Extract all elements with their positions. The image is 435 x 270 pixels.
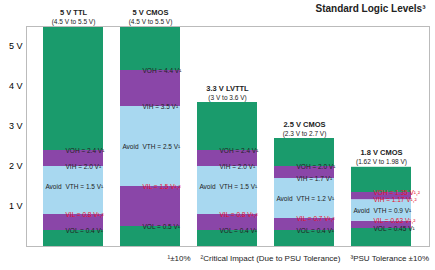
svg-text:VIL = 0.8 V¹,²: VIL = 0.8 V¹,² (66, 211, 105, 218)
svg-text:VIL = 0.63 V¹,²: VIL = 0.63 V¹,² (374, 217, 417, 224)
svg-text:VOH = 2.0 V¹: VOH = 2.0 V¹ (297, 163, 337, 170)
svg-text:VIH = 2.0 V¹: VIH = 2.0 V¹ (220, 163, 256, 170)
html-text:¹±10%: ¹±10% (167, 254, 191, 263)
svg-text:VIL = 0.8 V¹,²: VIL = 0.8 V¹,² (220, 211, 259, 218)
html-text:²Critical Impact (Due to PSU T: ²Critical Impact (Due to PSU Tolerance) (200, 254, 341, 263)
svg-text:(3 V to 3.6 V): (3 V to 3.6 V) (208, 94, 246, 102)
svg-text:VOL = 0.5 V¹: VOL = 0.5 V¹ (143, 223, 181, 230)
svg-text:Avoid: Avoid (276, 195, 293, 202)
svg-text:VIH = 2.0 V¹: VIH = 2.0 V¹ (66, 163, 102, 170)
svg-text:1.8 V CMOS: 1.8 V CMOS (360, 148, 402, 157)
html-text:³PSU Tolerance ±10%: ³PSU Tolerance ±10% (350, 254, 429, 263)
svg-text:2 V: 2 V (9, 161, 23, 171)
svg-text:3.3 V LVTTL: 3.3 V LVTTL (206, 84, 249, 93)
svg-text:Avoid: Avoid (353, 207, 370, 214)
svg-text:Standard Logic Levels³: Standard Logic Levels³ (315, 3, 426, 14)
svg-text:(4.5 V to 5.5 V): (4.5 V to 5.5 V) (52, 18, 96, 26)
svg-text:(4.5 V to 5.5 V): (4.5 V to 5.5 V) (129, 18, 173, 26)
svg-text:VOH = 2.4 V¹: VOH = 2.4 V¹ (220, 147, 260, 154)
svg-text:VOL = 0.4 V¹: VOL = 0.4 V¹ (297, 227, 335, 234)
svg-text:Avoid: Avoid (199, 183, 216, 190)
svg-text:Avoid: Avoid (45, 183, 62, 190)
svg-text:5 V TTL: 5 V TTL (60, 8, 88, 17)
svg-text:VTH = 1.5 V¹: VTH = 1.5 V¹ (220, 183, 259, 190)
svg-text:VTH = 2.5 V¹: VTH = 2.5 V¹ (143, 143, 182, 150)
svg-text:VIL = 1.5 V¹,²: VIL = 1.5 V¹,² (143, 183, 182, 190)
svg-text:VOH = 2.4 V¹: VOH = 2.4 V¹ (66, 147, 106, 154)
svg-text:1 V: 1 V (9, 201, 23, 211)
svg-text:VOH = 4.4 V¹: VOH = 4.4 V¹ (143, 67, 183, 74)
svg-text:VTH = 1.2 V¹: VTH = 1.2 V¹ (297, 195, 336, 202)
svg-text:Avoid: Avoid (122, 143, 139, 150)
svg-text:VIH = 3.5 V¹: VIH = 3.5 V¹ (143, 103, 179, 110)
svg-text:VTH = 0.9 V¹: VTH = 0.9 V¹ (374, 207, 413, 214)
svg-text:VIH = 1.17 V¹,²: VIH = 1.17 V¹,² (374, 196, 418, 203)
svg-text:VIL = 0.7 V¹,²: VIL = 0.7 V¹,² (297, 215, 336, 222)
svg-text:VTH = 1.5 V¹: VTH = 1.5 V¹ (66, 183, 105, 190)
svg-text:2.5 V CMOS: 2.5 V CMOS (283, 120, 325, 129)
svg-text:5 V CMOS: 5 V CMOS (133, 8, 169, 17)
svg-text:5 V: 5 V (9, 41, 23, 51)
svg-text:VIH = 1.7 V¹: VIH = 1.7 V¹ (297, 175, 333, 182)
svg-text:VOH = 1.35 V¹,²: VOH = 1.35 V¹,² (374, 189, 421, 196)
svg-text:VOL = 0.4 V¹: VOL = 0.4 V¹ (220, 227, 258, 234)
svg-text:VOL = 0.45 V¹: VOL = 0.45 V¹ (374, 225, 416, 232)
svg-text:3 V: 3 V (9, 121, 23, 131)
svg-text:(1.62 V to 1.98 V): (1.62 V to 1.98 V) (356, 158, 407, 166)
svg-text:(2.3 V to 2.7 V): (2.3 V to 2.7 V) (283, 130, 327, 138)
svg-text:4 V: 4 V (9, 81, 23, 91)
svg-text:VOL = 0.4 V¹: VOL = 0.4 V¹ (66, 227, 104, 234)
